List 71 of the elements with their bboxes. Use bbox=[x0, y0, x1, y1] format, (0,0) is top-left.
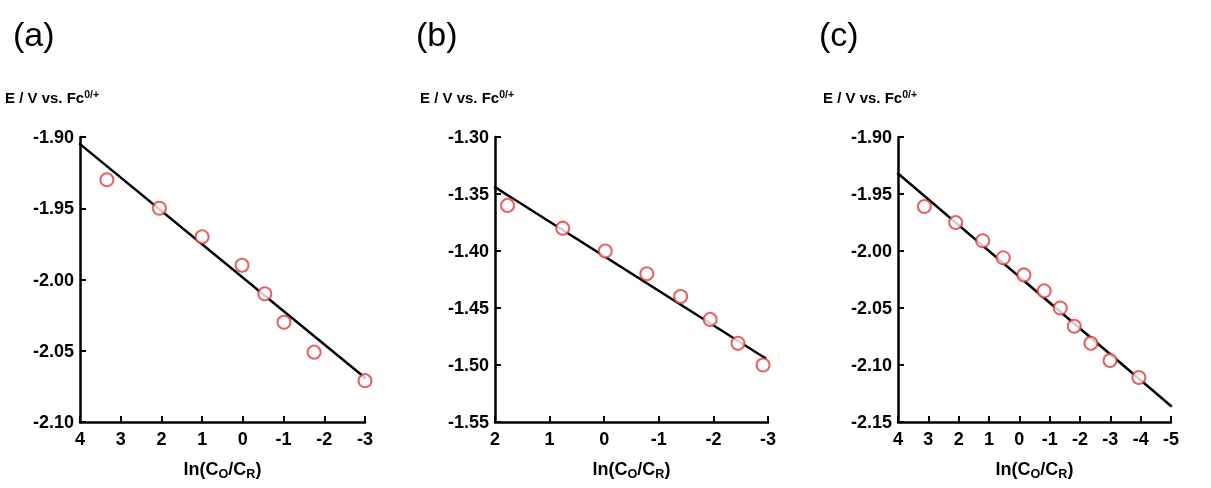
point bbox=[194, 229, 210, 245]
x-tick-label: -3 bbox=[759, 429, 777, 449]
point bbox=[1083, 335, 1099, 351]
chart-title: (a) bbox=[13, 15, 55, 53]
y-tick-label: -2.15 bbox=[850, 412, 892, 432]
x-tick-label: 2 bbox=[156, 429, 167, 449]
point bbox=[597, 243, 613, 259]
x-tick-label: -2 bbox=[1071, 429, 1089, 449]
chart-title: (b) bbox=[416, 15, 458, 53]
x-tick-label: 0 bbox=[599, 429, 610, 449]
point bbox=[276, 314, 292, 330]
point bbox=[257, 286, 273, 302]
x-tick-label: -1 bbox=[650, 429, 667, 449]
point bbox=[500, 197, 516, 213]
y-tick-label: -1.50 bbox=[447, 355, 489, 375]
point bbox=[357, 373, 373, 389]
point bbox=[151, 200, 167, 216]
x-tick-label: -4 bbox=[1132, 429, 1149, 449]
point bbox=[730, 335, 746, 351]
x-tick-label: -1 bbox=[1041, 429, 1058, 449]
point bbox=[555, 220, 571, 236]
y-tick-label: -2.00 bbox=[32, 269, 74, 290]
x-tick-label: 2 bbox=[489, 429, 501, 449]
point bbox=[639, 266, 655, 282]
point bbox=[702, 311, 718, 327]
x-tick-label: -5 bbox=[1162, 429, 1180, 449]
point bbox=[948, 215, 964, 230]
point bbox=[1052, 300, 1068, 316]
point bbox=[995, 250, 1011, 266]
y-tick-label: -2.05 bbox=[850, 298, 892, 318]
x-tick-label: 3 bbox=[923, 429, 934, 449]
x-tick-label: 1 bbox=[544, 429, 555, 449]
y-tick-label: -1.90 bbox=[850, 127, 892, 147]
x-tick-label: 0 bbox=[1014, 429, 1025, 449]
point bbox=[1066, 318, 1082, 334]
y-tick-label: -2.10 bbox=[850, 355, 892, 375]
y-tick-label: -2.05 bbox=[32, 340, 74, 361]
x-tick-label: 1 bbox=[197, 429, 208, 449]
y-tick-label: -1.90 bbox=[32, 127, 74, 147]
y-tick-label: -1.55 bbox=[447, 412, 489, 432]
point bbox=[755, 357, 771, 373]
y-tick-label: -2.00 bbox=[850, 241, 892, 261]
y-tick-label: -2.10 bbox=[32, 412, 74, 432]
x-tick-label: 4 bbox=[74, 429, 86, 449]
point bbox=[234, 257, 250, 273]
x-tick-label: -1 bbox=[275, 429, 292, 449]
point bbox=[673, 289, 689, 305]
point bbox=[99, 172, 115, 188]
y-tick-label: -1.95 bbox=[850, 184, 892, 204]
x-tick-label: -2 bbox=[705, 429, 722, 449]
y-tick-label: -1.45 bbox=[447, 298, 489, 318]
chart-title: (c) bbox=[819, 15, 859, 53]
x-tick-label: -2 bbox=[316, 429, 333, 449]
point bbox=[1036, 283, 1052, 299]
x-tick-label: 2 bbox=[953, 429, 964, 449]
x-tick-label: 3 bbox=[115, 429, 126, 449]
x-tick-label: 1 bbox=[983, 429, 995, 449]
y-tick-label: -1.35 bbox=[447, 184, 489, 204]
y-tick-label: -1.30 bbox=[447, 127, 489, 147]
point bbox=[1102, 352, 1118, 368]
y-tick-label: -1.95 bbox=[32, 198, 74, 219]
x-tick-label: 4 bbox=[892, 429, 904, 449]
y-tick-label: -1.40 bbox=[447, 241, 489, 261]
x-tick-label: 0 bbox=[237, 429, 248, 449]
x-tick-label: -3 bbox=[1102, 429, 1119, 449]
point bbox=[916, 199, 932, 215]
point bbox=[1131, 370, 1147, 386]
x-tick-label: -3 bbox=[356, 429, 374, 449]
point bbox=[306, 344, 322, 360]
point bbox=[1016, 267, 1032, 283]
point bbox=[975, 233, 991, 249]
